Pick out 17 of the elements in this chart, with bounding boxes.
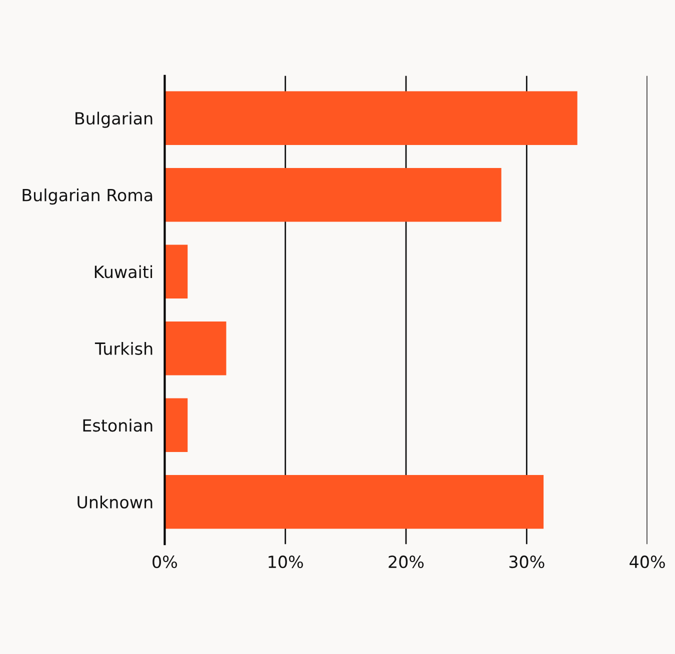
x-tick-label: 30% [509, 556, 544, 568]
bar [164, 398, 188, 452]
x-tick-label: 10% [268, 556, 303, 568]
bar [164, 244, 188, 298]
y-tick-label: Unknown [78, 496, 152, 508]
y-tick-label: Kuwaiti [94, 265, 152, 278]
x-tick-label: 40% [630, 556, 665, 568]
x-tick-label: 0% [152, 556, 177, 568]
y-tick-label: Estonian [83, 418, 152, 432]
bar [164, 322, 226, 376]
bar [164, 168, 502, 222]
y-tick-label: Bulgarian [76, 112, 152, 128]
bar [164, 91, 578, 145]
y-tick-label: Bulgarian Roma [22, 188, 152, 205]
x-tick-label: 20% [388, 556, 424, 568]
y-tick-label: Turkish [94, 342, 152, 355]
bar [164, 475, 544, 529]
